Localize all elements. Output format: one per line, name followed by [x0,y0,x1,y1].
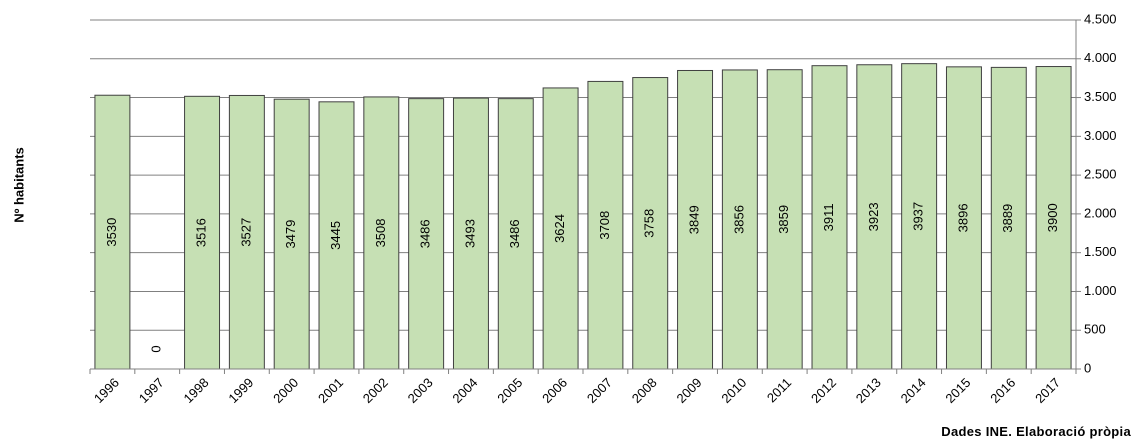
data-label: 3493 [462,219,477,248]
bar [452,97,489,370]
data-label: 3516 [193,218,208,247]
y-tick-label: 1.500 [1084,244,1117,259]
y-tick-labels-group: 0 500 1.000 1.500 2.000 2.500 3.000 3.500 4.000 4… [1084,11,1117,375]
x-tick-label: 2017 [1032,375,1063,406]
x-tick-labels-group: 1996 1997 1998 1999 2000 2001 2002 2003 2004 2005… [91,375,1063,406]
x-tick-label: 2015 [942,375,973,406]
x-tick-label: 2016 [987,375,1018,406]
bar [94,94,131,370]
x-tick-label: 2006 [539,375,570,406]
bar [945,66,982,370]
x-tick-label: 2000 [270,375,301,406]
bar [587,80,624,370]
data-label: 3911 [821,203,836,231]
y-tick-label: 0 [1084,360,1091,375]
data-label: 3445 [328,221,343,250]
data-label: 3479 [283,220,298,249]
data-label: 3486 [418,219,433,248]
data-label: 3859 [776,205,791,234]
data-label: 3486 [507,219,522,248]
x-tick-label: 2001 [315,375,346,406]
source-note: Dades INE. Elaboració pròpia [941,424,1131,439]
data-label: 3758 [642,209,657,238]
y-tick-label: 4.000 [1084,50,1117,65]
bar [811,65,848,370]
x-tick-label: 2005 [494,375,525,406]
data-label: 3896 [955,203,970,232]
data-label: 3849 [686,205,701,234]
data-label: 3508 [373,219,388,248]
x-tick-label: 2012 [808,375,839,406]
bar [408,98,445,370]
x-tick-label: 2002 [360,375,391,406]
y-tick-label: 1.000 [1084,283,1117,298]
bars-group [94,63,1072,370]
x-tick-label: 1999 [225,375,256,406]
data-label: 3889 [1000,204,1015,233]
data-labels-group: 3530 0 3516 3527 3479 3445 3508 3486 3493 3486 362… [104,202,1060,353]
data-label: 3900 [1045,203,1060,232]
x-tick-label: 2013 [853,375,884,406]
data-label: 3856 [731,205,746,234]
data-label: 3708 [597,211,612,240]
y-tick-label: 2.500 [1084,167,1117,182]
bar [856,64,893,370]
x-tick-label: 1998 [181,375,212,406]
x-tick-label: 2014 [898,375,929,406]
bar [542,87,579,370]
axes-group [89,19,1081,374]
y-axis-label: Nº habitants [11,147,26,223]
x-tick-label: 2008 [629,375,660,406]
x-tick-label: 1997 [136,375,167,406]
bar [766,69,803,370]
data-label: 3530 [104,218,119,247]
x-tick-label: 2004 [449,375,480,406]
data-label: 3937 [911,202,926,231]
y-tick-label: 4.500 [1084,11,1117,26]
bar [677,69,714,370]
bar [632,77,669,370]
x-tick-label: 2003 [405,375,436,406]
x-tick-label: 2007 [584,375,615,406]
bar [1035,66,1072,370]
y-tick-label: 2.000 [1084,205,1117,220]
x-tick-label: 1996 [91,375,122,406]
x-tick-label: 2009 [674,375,705,406]
data-label: 0 [149,345,164,352]
bar [901,63,938,370]
x-tick-label: 2011 [764,375,794,405]
bar [497,98,534,370]
bar [990,66,1027,370]
y-tick-label: 3.000 [1084,128,1117,143]
data-label: 3923 [866,202,881,231]
data-label: 3527 [238,218,253,247]
x-tick-label: 2010 [718,375,749,406]
bar [721,69,758,370]
bar [363,96,400,370]
y-tick-label: 500 [1084,322,1106,337]
data-label: 3624 [552,214,567,243]
y-tick-label: 3.500 [1084,89,1117,104]
